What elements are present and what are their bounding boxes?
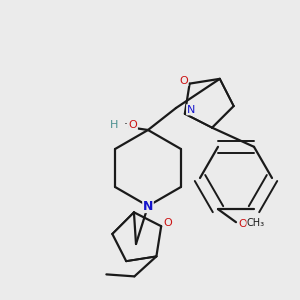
Text: CH₃: CH₃ — [247, 218, 265, 228]
Text: N: N — [143, 200, 153, 212]
Text: O: O — [238, 219, 247, 229]
Text: O: O — [179, 76, 188, 85]
Text: N: N — [187, 105, 195, 115]
Text: O: O — [129, 120, 137, 130]
Text: ·: · — [124, 118, 128, 131]
Text: O: O — [164, 218, 172, 228]
Text: H: H — [110, 120, 118, 130]
